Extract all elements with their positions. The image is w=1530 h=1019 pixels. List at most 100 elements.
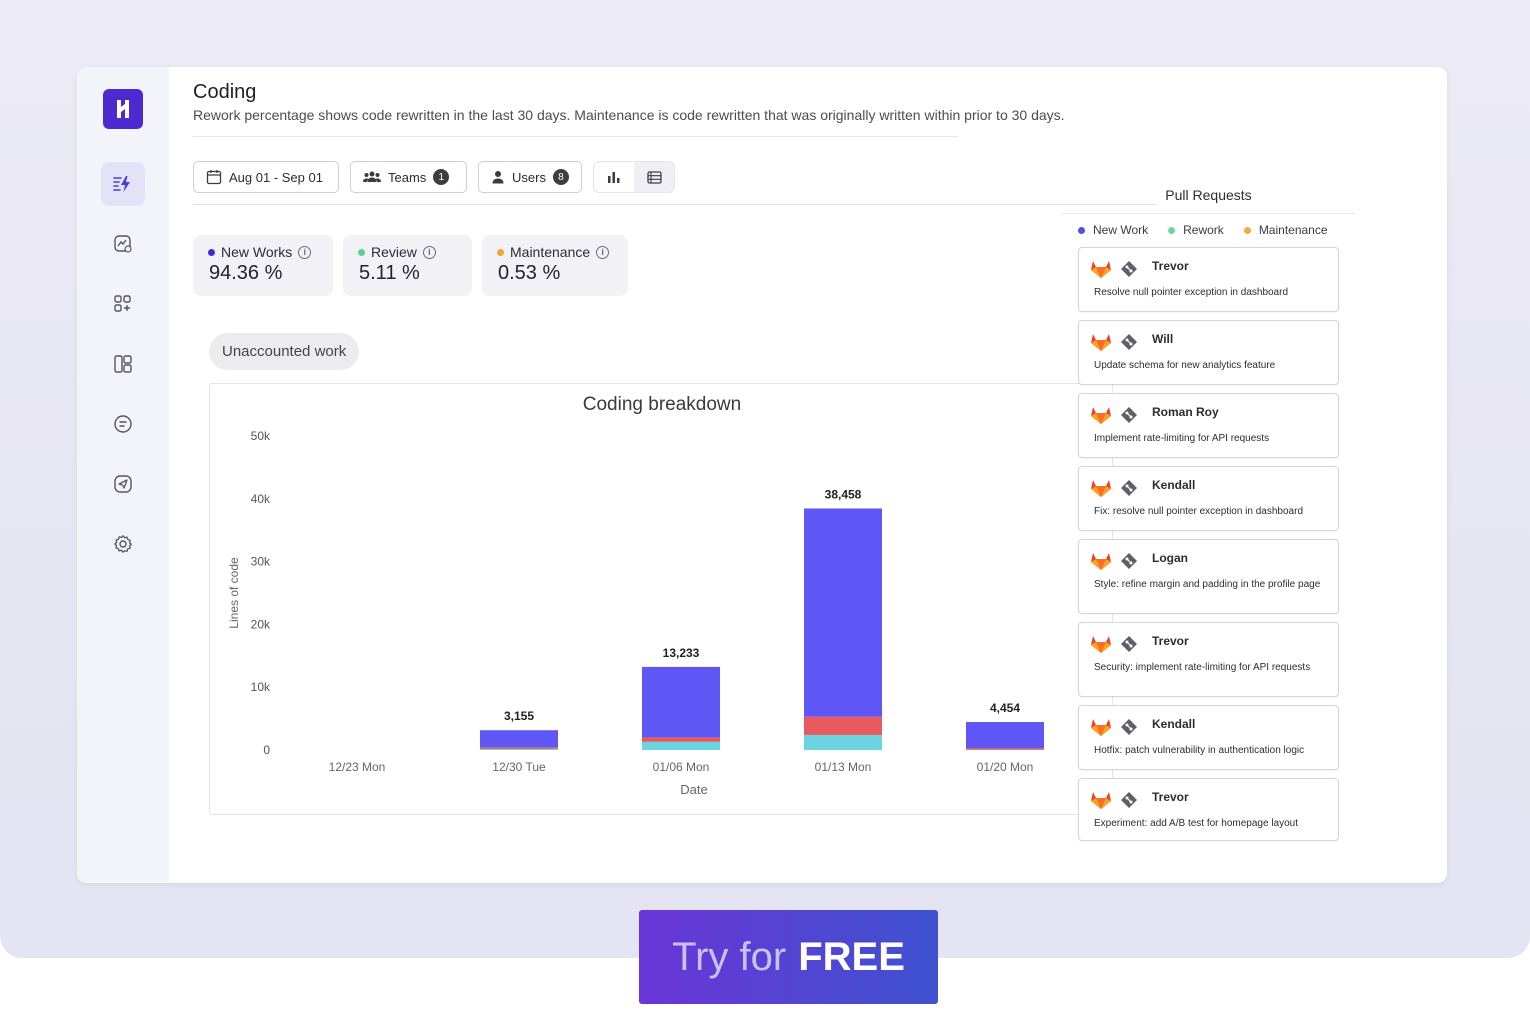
y-tick-label: 40k [251, 492, 271, 506]
stat-card-review: Review i 5.11 % [343, 235, 472, 296]
gitlab-icon [1091, 334, 1111, 351]
table-view-toggle[interactable] [634, 162, 674, 192]
try-for-free-button[interactable]: Try for FREE [639, 910, 938, 1004]
bar-segment [480, 730, 558, 748]
bar-segment [966, 748, 1044, 750]
unaccounted-work-chip[interactable]: Unaccounted work [209, 333, 360, 370]
pr-title: Fix: resolve null pointer exception in d… [1094, 506, 1304, 517]
bar-total-label: 4,454 [990, 701, 1020, 715]
y-tick-label: 10k [251, 680, 271, 694]
users-label: Users [512, 169, 546, 185]
cta-emphasis: FREE [798, 934, 905, 979]
pull-request-card[interactable]: Will Update schema for new analytics feat… [1078, 320, 1339, 385]
legend-new-work: New Work [1078, 223, 1148, 237]
x-tick-label: 01/20 Mon [977, 760, 1034, 774]
view-toggle [593, 161, 675, 193]
pr-header: Roman Roy [1090, 405, 1219, 425]
stat-label: Maintenance [510, 244, 591, 260]
pr-header: Will [1090, 332, 1173, 352]
y-tick-label: 0 [263, 743, 270, 757]
info-icon[interactable]: i [596, 245, 610, 259]
pull-request-card[interactable]: Logan Style: refine margin and padding in… [1078, 539, 1339, 614]
table-icon [646, 170, 662, 184]
pull-request-card[interactable]: Kendall Fix: resolve null pointer excepti… [1078, 466, 1339, 531]
pull-request-card[interactable]: Trevor Experiment: add A/B test for homep… [1078, 778, 1339, 841]
chart-star-icon [114, 235, 132, 253]
git-icon [1121, 636, 1137, 652]
bar-segment [480, 748, 558, 750]
sidebar [77, 67, 169, 883]
stat-value: 5.11 % [359, 262, 420, 284]
pr-title: Resolve null pointer exception in dashbo… [1094, 287, 1289, 298]
user-icon [492, 171, 504, 184]
page-title: Coding [193, 81, 257, 103]
face-icon [114, 415, 132, 433]
bar-total-label: 3,155 [504, 709, 534, 723]
users-count-badge: 8 [552, 169, 569, 185]
gitlab-icon [1091, 792, 1111, 809]
bar-segment [804, 734, 882, 750]
bar-segment [480, 747, 558, 749]
stat-card-new-works: New Works i 94.36 % [193, 235, 333, 296]
pull-request-card[interactable]: Trevor Resolve null pointer exception in … [1078, 247, 1339, 312]
pr-author: Roman Roy [1152, 405, 1219, 419]
pr-author: Kendall [1152, 717, 1196, 731]
users-button[interactable]: Users 8 [478, 161, 582, 193]
page-subtitle: Rework percentage shows code rewritten i… [193, 107, 1065, 123]
x-axis-label: Date [680, 782, 707, 797]
cta-prefix: Try for [672, 934, 787, 979]
nav-layout[interactable] [101, 342, 145, 386]
divider [193, 136, 958, 137]
stat-label: Review [371, 244, 417, 260]
chart-view-toggle[interactable] [594, 162, 634, 192]
chart-canvas: Coding breakdown 0 10k 20k 30k 40k 50k Lines of… [227, 394, 1044, 797]
pr-author: Logan [1152, 551, 1188, 565]
layout-icon [114, 355, 132, 373]
pr-header: Kendall [1090, 717, 1195, 737]
bar-total-label: 13,233 [663, 646, 700, 660]
nav-apps[interactable] [101, 282, 145, 326]
bar-chart-icon [608, 172, 620, 183]
git-icon [1121, 407, 1137, 423]
x-tick-label: 01/06 Mon [653, 760, 710, 774]
bar-total-label: 38,458 [825, 487, 862, 501]
gitlab-icon [1091, 407, 1111, 424]
nav-feedback[interactable] [101, 402, 145, 446]
x-tick-label: 12/23 Mon [329, 760, 386, 774]
gitlab-icon [1091, 480, 1111, 497]
git-icon [1121, 719, 1137, 735]
legend-label: Maintenance [1258, 223, 1328, 237]
nav-coding[interactable] [101, 162, 145, 206]
legend-rework: Rework [1168, 223, 1224, 237]
nav-send[interactable] [101, 462, 145, 506]
pull-request-card[interactable]: Roman Roy Implement rate-limiting for API… [1078, 393, 1339, 458]
stat-dot [358, 248, 365, 256]
lightning-icon [113, 176, 130, 192]
date-range-button[interactable]: Aug 01 - Sep 01 [193, 161, 339, 193]
stat-card-maintenance: Maintenance i 0.53 % [482, 235, 628, 296]
bar-segment [642, 741, 720, 750]
y-tick-label: 50k [251, 429, 271, 443]
bar-segment [642, 666, 720, 738]
git-icon [1121, 334, 1137, 350]
pull-request-card[interactable]: Kendall Hotfix: patch vulnerability in au… [1078, 705, 1339, 770]
divider [193, 204, 1155, 205]
chart-title: Coding breakdown [583, 394, 741, 415]
logo-icon [117, 100, 129, 118]
nav-settings[interactable] [101, 522, 145, 566]
nav-insights[interactable] [101, 222, 145, 266]
gear-icon [114, 535, 133, 553]
bar-segment [642, 737, 720, 742]
info-icon[interactable]: i [298, 245, 312, 259]
pull-request-card[interactable]: Trevor Security: implement rate-limiting … [1078, 622, 1339, 697]
pr-title: Style: refine margin and padding in the … [1094, 579, 1321, 590]
logo[interactable] [103, 89, 143, 129]
x-tick-label: 01/13 Mon [815, 760, 872, 774]
gitlab-icon [1091, 553, 1111, 570]
legend-dot [1168, 226, 1176, 234]
teams-button[interactable]: Teams 1 [350, 161, 467, 193]
date-range-label: Aug 01 - Sep 01 [229, 169, 323, 185]
divider [1062, 213, 1355, 214]
info-icon[interactable]: i [422, 245, 436, 259]
pr-legend: New Work Rework Maintenance [1078, 223, 1328, 237]
